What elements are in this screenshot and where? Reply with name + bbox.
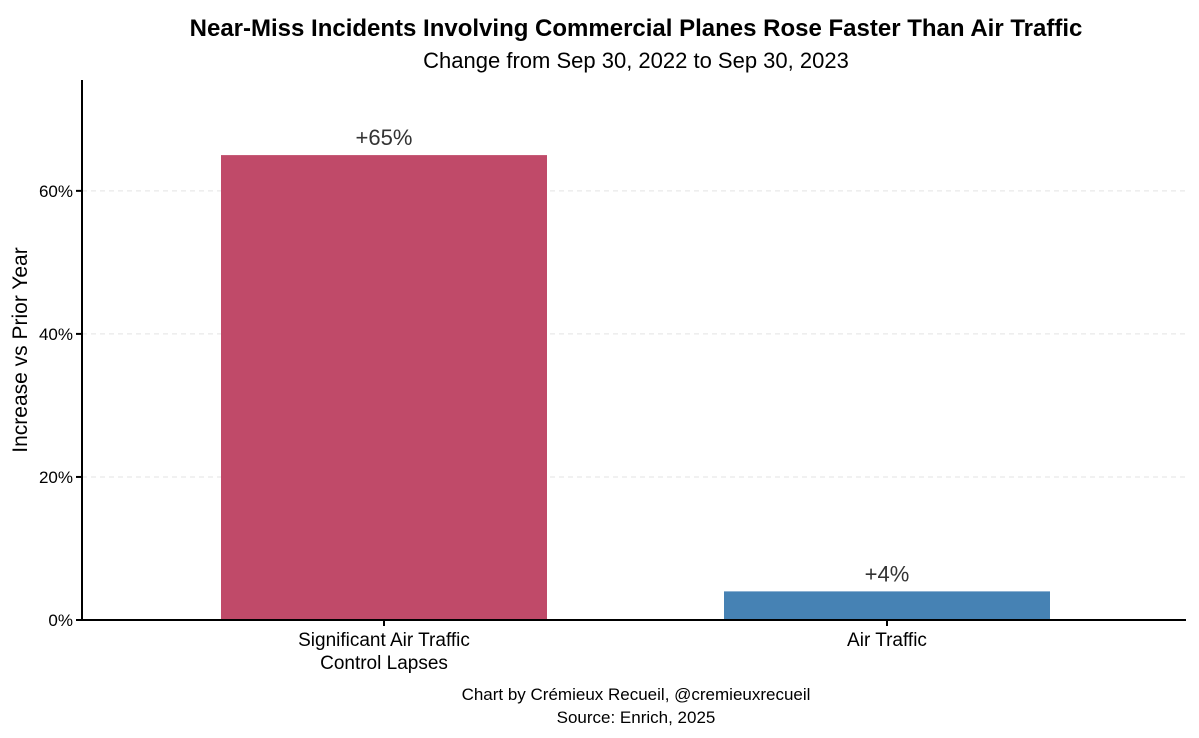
y-tick-label: 0% — [48, 611, 73, 630]
bar — [221, 155, 547, 620]
caption-credit: Chart by Crémieux Recueil, @cremieuxrecu… — [462, 685, 811, 704]
y-tick-label: 20% — [39, 468, 73, 487]
x-tick-label: Control Lapses — [320, 653, 448, 674]
y-axis-label: Increase vs Prior Year — [9, 247, 32, 452]
data-label: +4% — [865, 561, 910, 586]
chart-subtitle: Change from Sep 30, 2022 to Sep 30, 2023 — [423, 48, 849, 73]
y-tick-label: 40% — [39, 325, 73, 344]
caption-source: Source: Enrich, 2025 — [557, 708, 716, 727]
chart-title: Near-Miss Incidents Involving Commercial… — [190, 15, 1083, 42]
y-tick-label: 60% — [39, 182, 73, 201]
x-tick-label: Air Traffic — [847, 630, 927, 651]
x-tick-label: Significant Air Traffic — [298, 630, 470, 651]
bar — [724, 591, 1050, 620]
data-label: +65% — [356, 125, 413, 150]
